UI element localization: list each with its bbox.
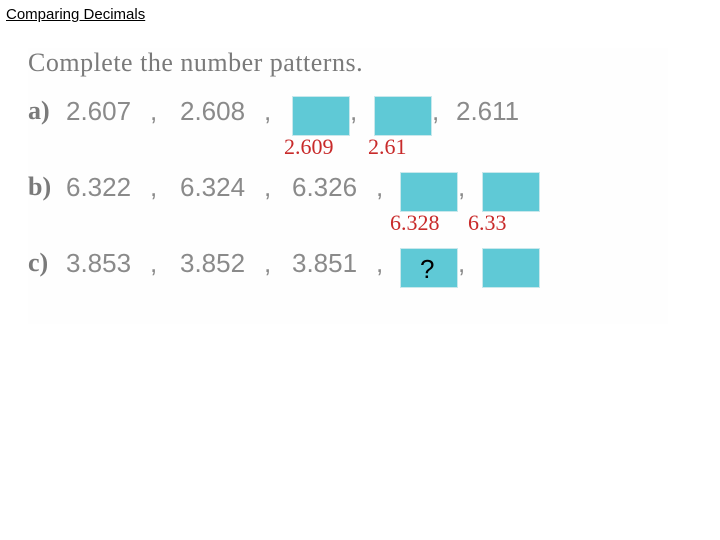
page-title: Comparing Decimals: [6, 6, 145, 23]
given-number: 2.608: [180, 96, 264, 127]
separator: ,: [458, 172, 482, 203]
answer-text: 6.328: [390, 210, 440, 236]
separator: ,: [264, 248, 292, 279]
problem-line: a)2.607,2.608,,,2.611: [28, 96, 668, 136]
blank-box[interactable]: [482, 172, 540, 212]
problem-row: a)2.607,2.608,,,2.6112.6092.61: [28, 96, 668, 172]
instruction-text: Complete the number patterns.: [28, 48, 668, 78]
separator: ,: [264, 172, 292, 203]
separator: ,: [264, 96, 292, 127]
problem-label: a): [28, 96, 66, 126]
problem-label: b): [28, 172, 66, 202]
blank-box[interactable]: [292, 96, 350, 136]
given-number: 2.611: [456, 96, 536, 127]
blank-box[interactable]: [400, 172, 458, 212]
question-mark: ?: [420, 254, 434, 285]
given-number: 3.853: [66, 248, 150, 279]
blank-box[interactable]: [374, 96, 432, 136]
given-number: 2.607: [66, 96, 150, 127]
separator: ,: [376, 172, 400, 203]
given-number: 6.322: [66, 172, 150, 203]
separator: ,: [150, 172, 180, 203]
answer-text: 6.33: [468, 210, 507, 236]
problems-container: a)2.607,2.608,,,2.6112.6092.61b)6.322,6.…: [28, 96, 668, 324]
separator: ,: [458, 248, 482, 279]
separator: ,: [376, 248, 400, 279]
separator: ,: [150, 96, 180, 127]
blank-box[interactable]: ?: [400, 248, 458, 288]
given-number: 6.324: [180, 172, 264, 203]
blank-box[interactable]: [482, 248, 540, 288]
problem-line: c)3.853,3.852,3.851,?,: [28, 248, 668, 288]
answer-text: 2.61: [368, 134, 407, 160]
answer-text: 2.609: [284, 134, 334, 160]
problem-label: c): [28, 248, 66, 278]
problem-row: b)6.322,6.324,6.326,,6.3286.33: [28, 172, 668, 248]
problem-line: b)6.322,6.324,6.326,,: [28, 172, 668, 212]
given-number: 6.326: [292, 172, 376, 203]
given-number: 3.851: [292, 248, 376, 279]
separator: ,: [150, 248, 180, 279]
separator: ,: [350, 96, 374, 127]
given-number: 3.852: [180, 248, 264, 279]
problem-row: c)3.853,3.852,3.851,?,: [28, 248, 668, 324]
worksheet-area: Complete the number patterns. a)2.607,2.…: [28, 48, 668, 324]
separator: ,: [432, 96, 456, 127]
